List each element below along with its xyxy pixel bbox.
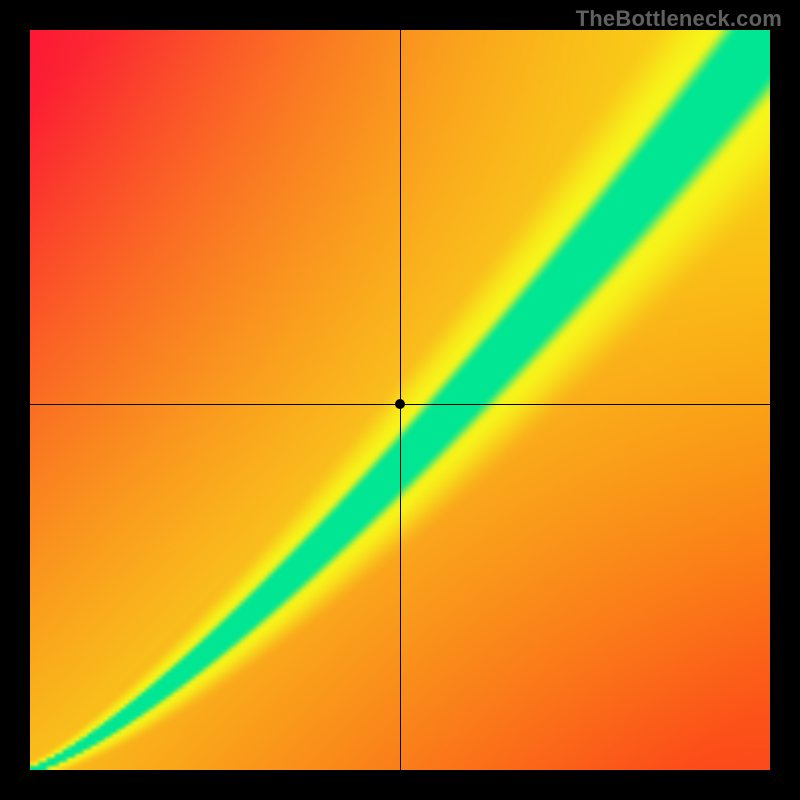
heatmap-plot [30, 30, 770, 770]
watermark-text: TheBottleneck.com [576, 6, 782, 32]
crosshair-marker [395, 399, 405, 409]
